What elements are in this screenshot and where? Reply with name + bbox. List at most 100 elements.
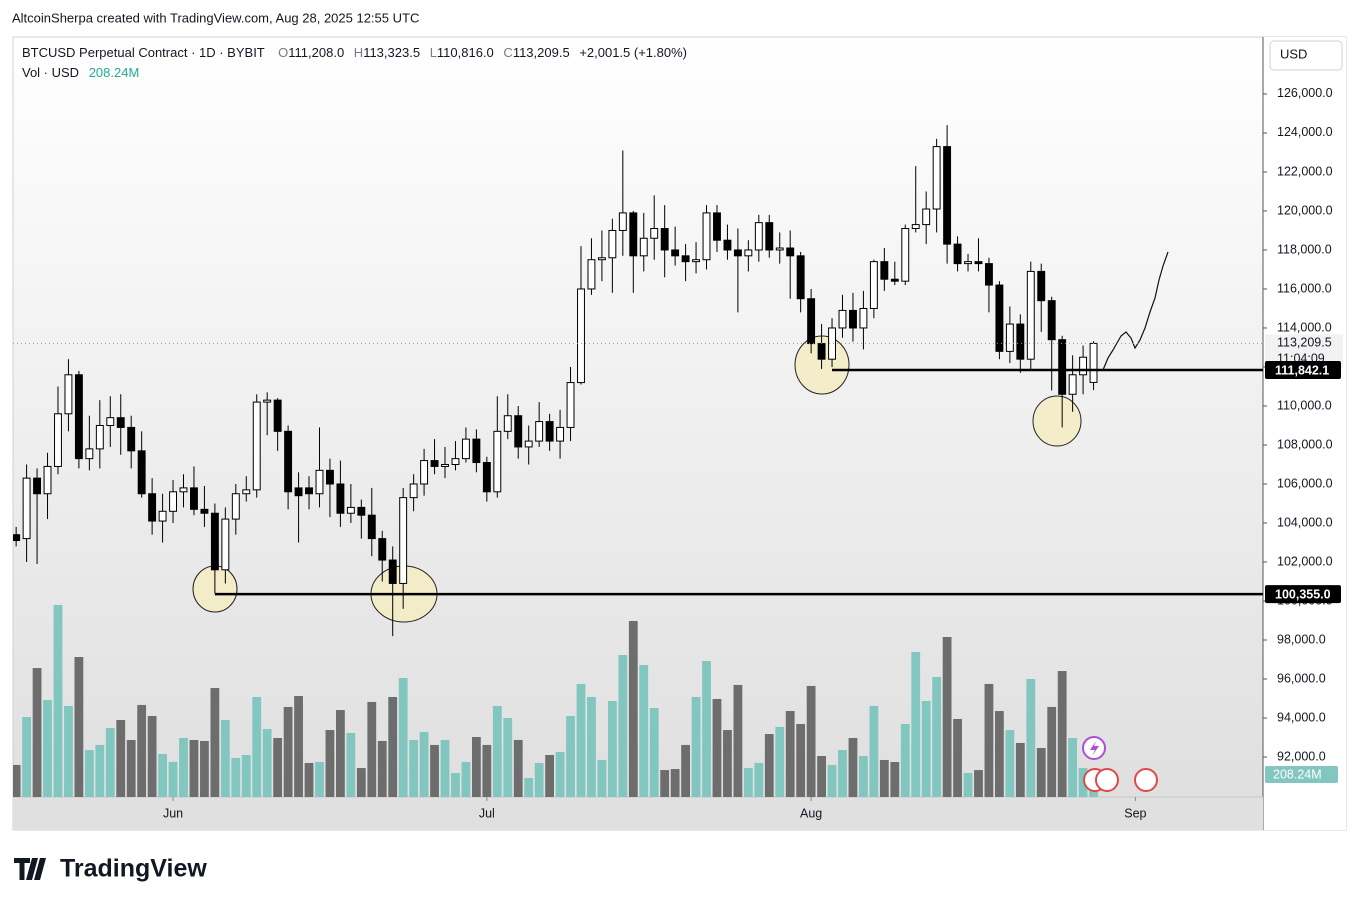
y-tick-label: 122,000.0 — [1277, 164, 1333, 178]
level-label: 111,842.1 — [1275, 363, 1329, 377]
volume-bar — [304, 762, 314, 797]
candle-body — [943, 146, 952, 245]
volume-bar — [13, 764, 21, 797]
candle-body — [263, 399, 272, 403]
volume-bar — [974, 770, 983, 797]
volume-bar — [911, 652, 921, 797]
candle-body — [346, 506, 355, 514]
candle-body — [451, 458, 460, 465]
candle-body — [1058, 339, 1067, 395]
x-tick-label: Jun — [163, 806, 183, 820]
y-tick-label: 106,000.0 — [1277, 476, 1333, 490]
volume-bar — [189, 739, 199, 797]
candle-body — [472, 438, 481, 464]
y-tick-label: 108,000.0 — [1277, 437, 1333, 451]
candle-body — [74, 374, 83, 460]
ohlc-key: O — [278, 45, 288, 60]
volume-bar — [566, 716, 575, 797]
logo-mark — [14, 858, 46, 880]
volume-bar — [827, 764, 837, 797]
candle-body — [1026, 270, 1035, 360]
volume-bar — [555, 752, 565, 797]
candle-body — [210, 512, 219, 571]
candle-body — [221, 518, 230, 571]
volume-bar — [1036, 748, 1046, 797]
volume-bar — [660, 770, 670, 797]
volume-bar — [315, 761, 324, 797]
candle-body — [723, 239, 732, 251]
volume-bar — [524, 777, 534, 797]
candle-body — [1016, 323, 1025, 360]
y-tick-label: 118,000.0 — [1277, 242, 1332, 256]
volume-bar — [1026, 678, 1036, 797]
ohlc-key: H — [354, 45, 363, 60]
volume-label: 208.24M — [1273, 767, 1322, 781]
volume-bar — [388, 696, 398, 797]
candle-body — [681, 255, 690, 263]
volume-bar — [984, 683, 994, 797]
candle-body — [514, 415, 523, 448]
volume-bar — [430, 744, 439, 797]
volume-bar — [628, 620, 638, 797]
x-tick-label: Jul — [479, 806, 495, 820]
volume-bar — [377, 740, 387, 797]
volume-bar — [74, 656, 84, 797]
volume-bar — [503, 717, 513, 797]
flag-icon[interactable] — [1134, 768, 1158, 792]
candle-body — [807, 298, 816, 345]
candle-body — [106, 417, 115, 426]
volume-bar — [147, 716, 157, 797]
candle-body — [482, 462, 491, 493]
volume-bar — [84, 750, 94, 797]
symbol: BTCUSD Perpetual Contract · 1D · BYBIT — [22, 45, 265, 60]
volume-bar — [262, 729, 272, 797]
volume-bar — [587, 696, 596, 797]
volume-bar — [1005, 730, 1015, 797]
candle-body — [1005, 323, 1014, 352]
flag-icon[interactable] — [1095, 768, 1119, 792]
volume-bar — [597, 759, 607, 797]
volume-bar — [932, 676, 942, 797]
candle-body — [890, 278, 899, 282]
candle-body — [315, 469, 324, 495]
y-tick-label: 110,000.0 — [1277, 398, 1332, 412]
volume-bar — [534, 762, 544, 797]
volume-bar — [942, 636, 952, 797]
candle-body — [325, 469, 334, 485]
volume-key: Vol · USD — [22, 65, 79, 80]
last-price-label: 113,209.5 — [1277, 336, 1332, 350]
candle-body — [880, 261, 889, 280]
candle-body — [744, 249, 753, 257]
volume-bar — [806, 685, 816, 797]
candle-body — [545, 421, 554, 442]
candle-body — [901, 228, 910, 282]
y-tick-label: 124,000.0 — [1277, 125, 1333, 139]
currency-button[interactable] — [1269, 40, 1343, 71]
volume-bar — [607, 700, 617, 797]
level-label-box — [1265, 361, 1341, 380]
candle-body — [817, 343, 826, 360]
volume-bar — [691, 696, 701, 797]
candle-body — [441, 463, 449, 467]
candle-body — [629, 212, 638, 257]
candle-body — [367, 514, 376, 540]
currency-label: USD — [1280, 46, 1307, 61]
candle-body — [765, 222, 774, 251]
volume-bar — [105, 728, 115, 797]
volume-bar — [848, 737, 858, 797]
volume-bar — [702, 660, 711, 797]
y-tick-label: 116,000.0 — [1277, 281, 1332, 295]
candle-body — [305, 487, 313, 495]
level-label-box — [1265, 585, 1341, 604]
volume-bar — [1047, 706, 1057, 797]
brand: TradingView — [60, 855, 207, 883]
volume-bar — [1068, 737, 1078, 797]
y-tick-label: 94,000.0 — [1277, 710, 1326, 724]
volume-bar — [273, 737, 283, 797]
volume-bar — [419, 732, 429, 797]
price-axis — [1263, 37, 1346, 830]
candle-body — [179, 487, 188, 493]
price-pane — [13, 125, 1098, 637]
volume-bar — [890, 761, 900, 797]
